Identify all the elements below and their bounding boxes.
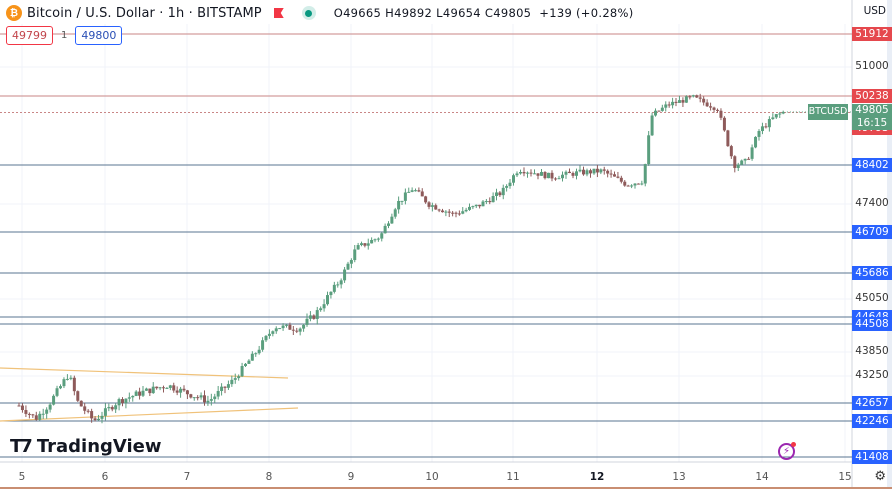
flag-icon[interactable] xyxy=(273,8,284,18)
market-open-icon xyxy=(301,6,316,20)
spread-value: 1 xyxy=(61,30,68,41)
price-tick: 47400 xyxy=(855,197,889,209)
open-value: O49665 xyxy=(333,6,382,20)
last-price: 49805 xyxy=(855,104,889,116)
tradingview-logo[interactable]: T7 TradingView xyxy=(10,436,162,457)
currency-selector[interactable]: USD xyxy=(863,5,886,17)
tradingview-mark-icon: T7 xyxy=(10,436,33,457)
support-label: 46709 xyxy=(852,225,892,239)
support-label: 48402 xyxy=(852,158,892,172)
price-tick: 43850 xyxy=(855,345,889,357)
gear-icon[interactable]: ⚙ xyxy=(874,469,886,484)
time-tick: 10 xyxy=(425,471,439,483)
price-tick: 45050 xyxy=(855,292,889,304)
resistance-label: 50238 xyxy=(852,89,892,103)
support-label: 41408 xyxy=(852,450,892,464)
price-tick: 43250 xyxy=(855,369,889,381)
time-tick: 6 xyxy=(101,471,109,483)
time-tick: 7 xyxy=(183,471,191,483)
time-tick: 9 xyxy=(347,471,355,483)
symbol-tag: BTCUSD xyxy=(808,104,848,120)
time-tick: 5 xyxy=(18,471,26,483)
time-tick: 15 xyxy=(838,471,852,483)
bar-countdown: 16:15 xyxy=(856,117,888,129)
time-tick: 13 xyxy=(672,471,686,483)
symbol-title[interactable]: Bitcoin / U.S. Dollar · 1h · BITSTAMP xyxy=(27,5,262,21)
sell-button[interactable]: 49799 xyxy=(6,26,53,45)
low-value: L49654 xyxy=(436,6,481,20)
flash-alert-icon[interactable]: ⚡ xyxy=(778,442,796,460)
time-tick: 12 xyxy=(589,471,605,483)
symbol-header: ₿ Bitcoin / U.S. Dollar · 1h · BITSTAMP … xyxy=(6,3,634,23)
time-tick: 11 xyxy=(506,471,520,483)
support-label: 45686 xyxy=(852,266,892,280)
resistance-label: 51912 xyxy=(852,27,892,41)
time-tick: 14 xyxy=(755,471,769,483)
last-price-label: 49805 16:15 xyxy=(852,104,892,130)
support-label: 44508 xyxy=(852,317,892,331)
high-value: H49892 xyxy=(385,6,433,20)
buy-button[interactable]: 49800 xyxy=(75,26,123,45)
bottom-border xyxy=(0,487,892,489)
logo-text: TradingView xyxy=(36,436,162,457)
change-value: +139 (+0.28%) xyxy=(539,6,634,20)
support-label: 42246 xyxy=(852,414,892,428)
bitcoin-logo-icon: ₿ xyxy=(6,5,22,21)
ohlc-values: O49665 H49892 L49654 C49805 +139 (+0.28%… xyxy=(334,6,634,20)
price-tick: 51000 xyxy=(855,60,889,72)
time-tick: 8 xyxy=(265,471,273,483)
close-value: C49805 xyxy=(484,6,532,20)
support-label: 42657 xyxy=(852,396,892,410)
bid-ask-panel: 49799 1 49800 xyxy=(6,26,123,45)
